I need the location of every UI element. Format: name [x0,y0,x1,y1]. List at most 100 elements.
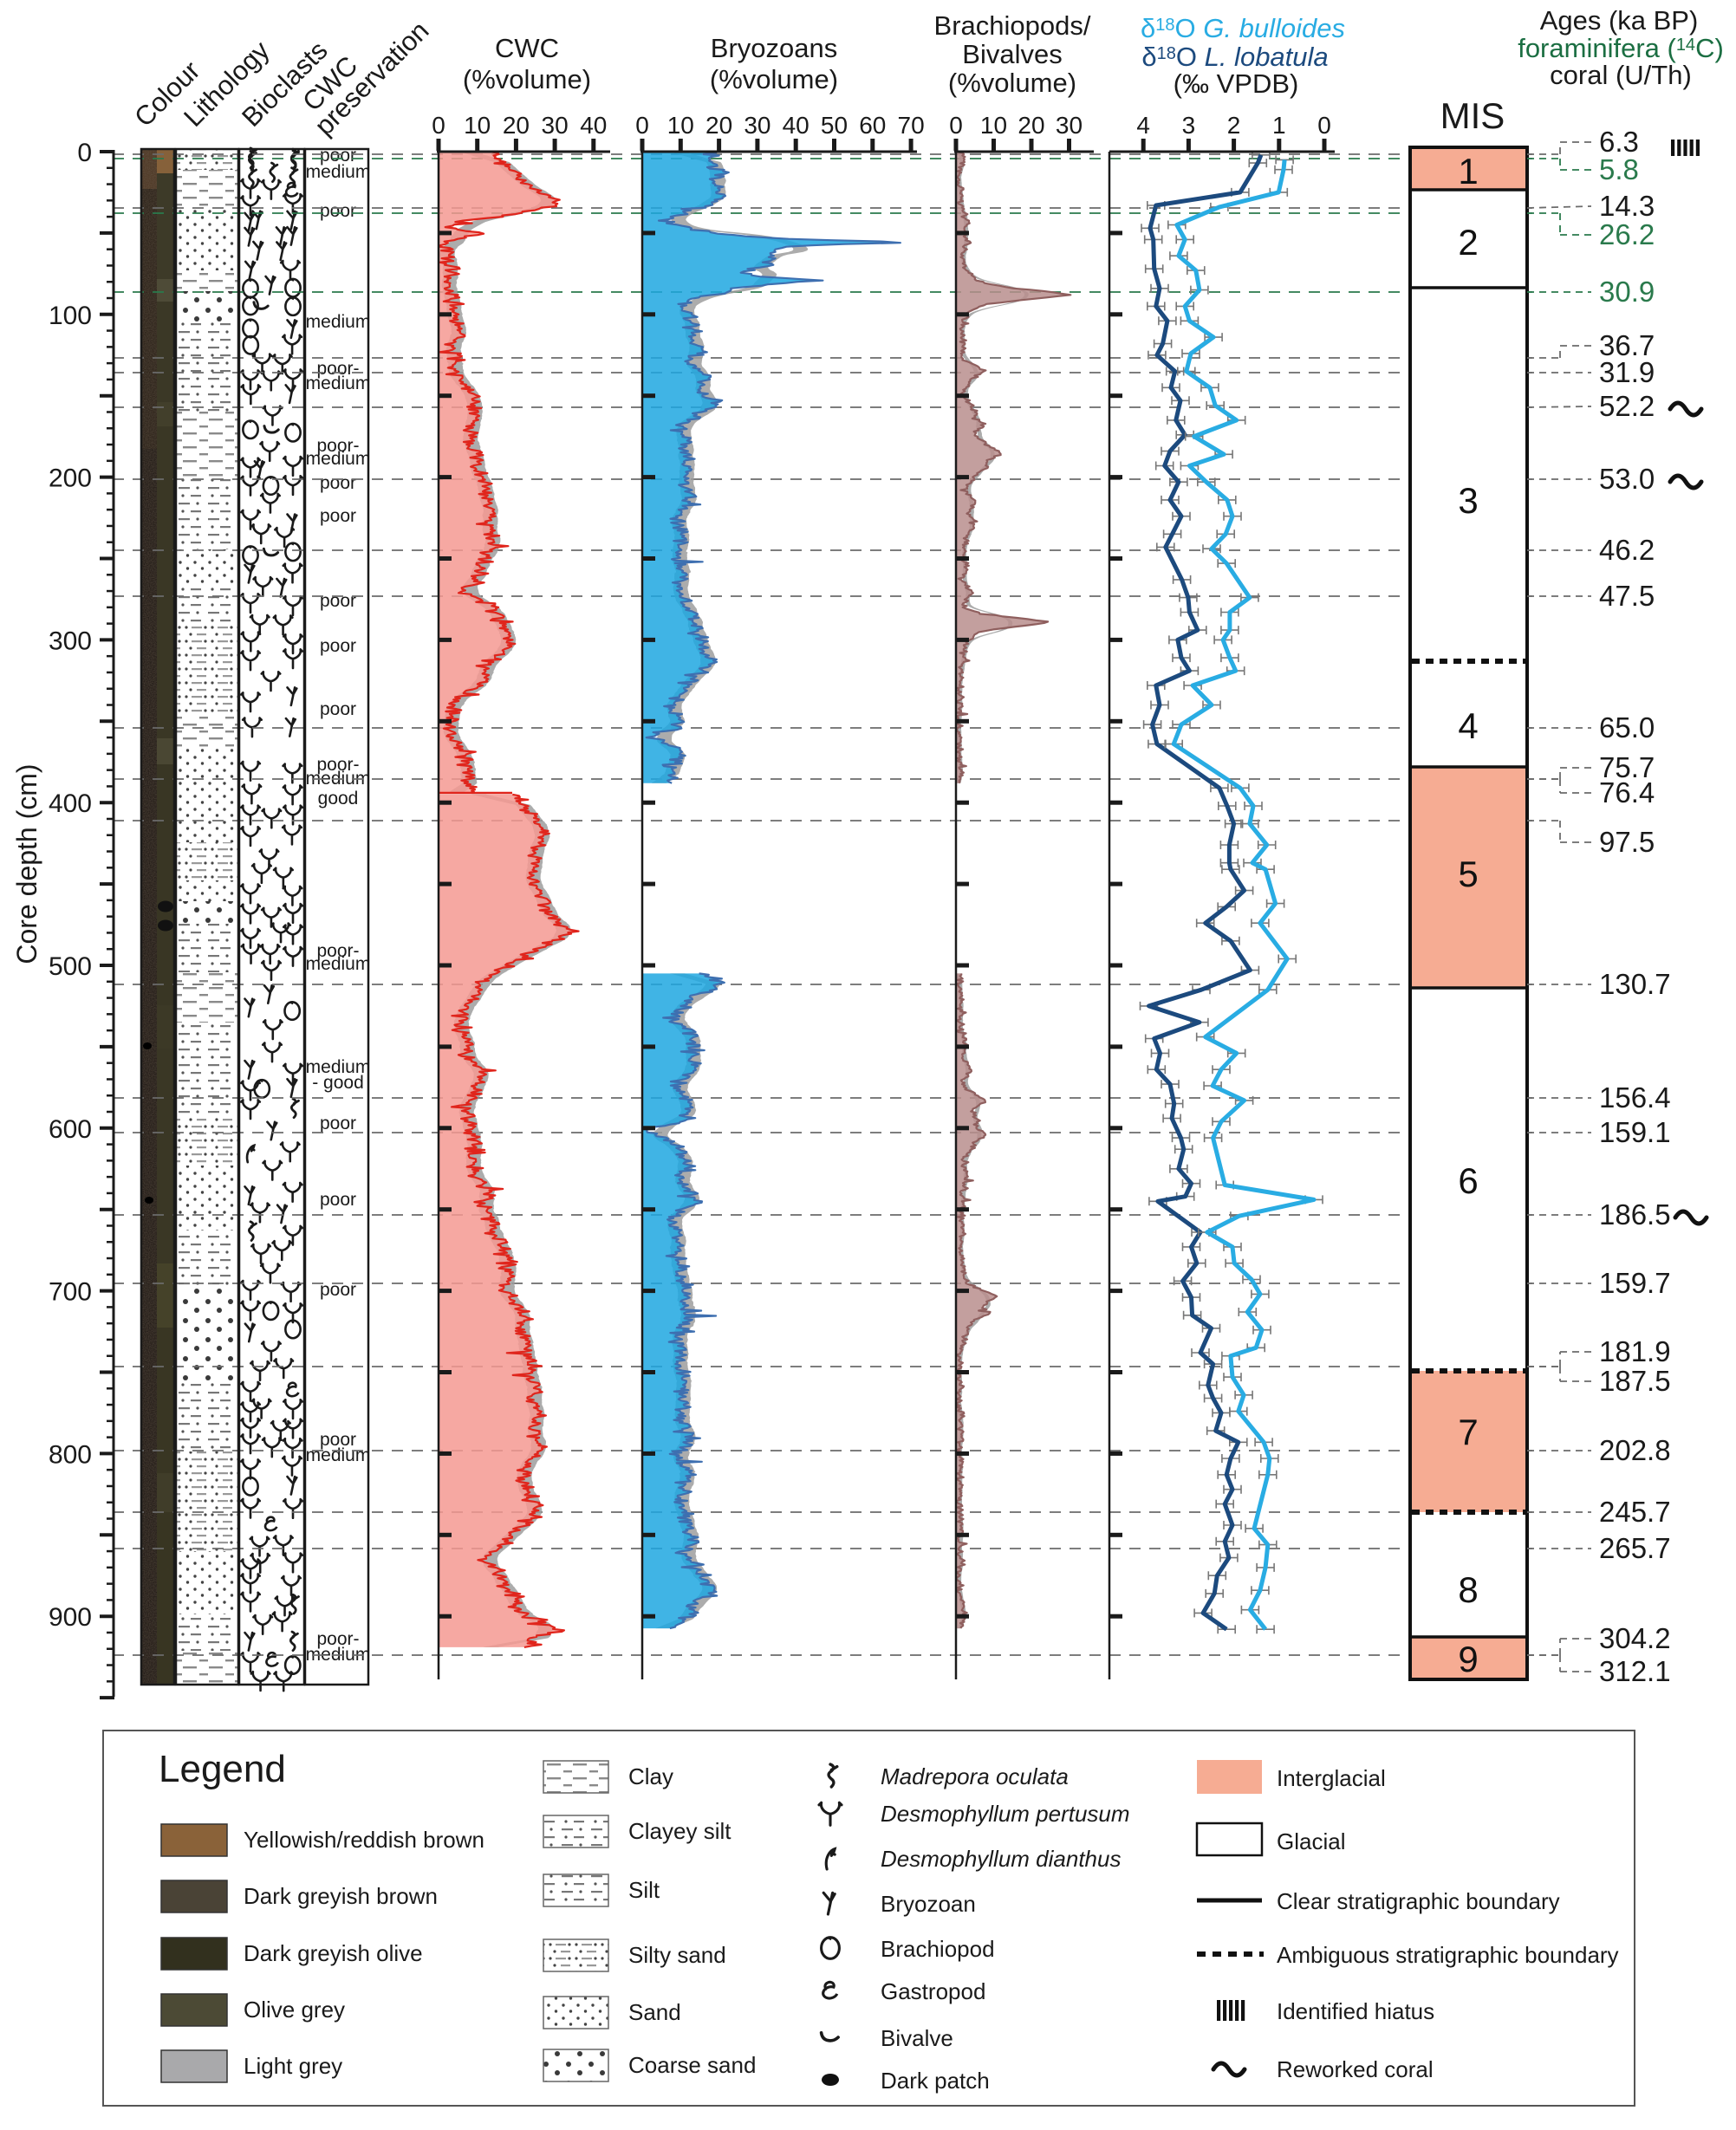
svg-text:medium: medium [306,954,371,974]
svg-text:30.9: 30.9 [1599,276,1655,308]
svg-text:6.3: 6.3 [1599,126,1639,158]
svg-text:14.3: 14.3 [1599,190,1655,222]
svg-text:1: 1 [1272,112,1286,139]
svg-text:Interglacial: Interglacial [1277,1765,1386,1791]
svg-text:156.4: 156.4 [1599,1081,1671,1114]
svg-text:10: 10 [464,112,491,139]
svg-text:53.0: 53.0 [1599,463,1655,495]
svg-text:Desmophyllum dianthus: Desmophyllum dianthus [881,1846,1121,1872]
svg-text:304.2: 304.2 [1599,1622,1671,1654]
svg-text:20: 20 [705,112,732,139]
svg-text:186.5: 186.5 [1599,1198,1671,1231]
svg-text:Clay: Clay [628,1763,673,1789]
svg-text:800: 800 [49,1440,92,1469]
svg-text:poor-: poor- [316,436,359,456]
svg-text:Olive grey: Olive grey [244,1997,345,2023]
svg-text:3: 3 [1458,480,1478,521]
svg-text:0: 0 [77,139,92,167]
svg-text:202.8: 202.8 [1599,1434,1671,1466]
svg-text:medium: medium [306,1445,371,1465]
svg-text:poor: poor [320,1280,356,1300]
svg-text:medium: medium [306,162,371,182]
svg-text:Gastropod: Gastropod [881,1978,985,2004]
svg-text:36.7: 36.7 [1599,329,1655,361]
svg-text:900: 900 [49,1603,92,1632]
svg-text:47.5: 47.5 [1599,580,1655,612]
svg-text:Desmophyllum pertusum: Desmophyllum pertusum [881,1801,1130,1827]
svg-text:20: 20 [503,112,530,139]
svg-text:200: 200 [49,464,92,493]
svg-text:50: 50 [821,112,848,139]
svg-text:159.7: 159.7 [1599,1267,1671,1299]
svg-text:187.5: 187.5 [1599,1365,1671,1397]
svg-text:20: 20 [1018,112,1044,139]
svg-text:6: 6 [1458,1160,1478,1201]
svg-text:Ambiguous stratigraphic bounda: Ambiguous stratigraphic boundary [1277,1942,1619,1968]
svg-text:8: 8 [1458,1569,1478,1610]
svg-text:76.4: 76.4 [1599,776,1655,808]
svg-text:poor: poor [320,636,356,656]
svg-text:Identified hiatus: Identified hiatus [1277,1998,1434,2024]
svg-text:Silty sand: Silty sand [628,1942,726,1968]
svg-text:4: 4 [1458,705,1478,746]
svg-text:1: 1 [1458,151,1478,192]
svg-text:good: good [318,789,359,808]
svg-text:10: 10 [980,112,1007,139]
svg-text:26.2: 26.2 [1599,218,1655,250]
svg-text:Dark greyish olive: Dark greyish olive [244,1940,423,1966]
svg-text:7: 7 [1458,1412,1478,1452]
svg-text:poor: poor [320,201,356,221]
svg-text:30: 30 [1056,112,1083,139]
svg-text:3: 3 [1182,112,1196,139]
svg-text:Core depth (cm): Core depth (cm) [11,763,42,964]
svg-text:245.7: 245.7 [1599,1496,1671,1528]
svg-text:Clayey silt: Clayey silt [628,1818,731,1844]
svg-text:- good: - good [312,1073,364,1093]
svg-text:9: 9 [1458,1639,1478,1679]
svg-text:Dark patch: Dark patch [881,2068,990,2094]
svg-text:poor: poor [320,1430,356,1450]
svg-text:60: 60 [859,112,886,139]
svg-text:500: 500 [49,952,92,981]
svg-text:CWC: CWC [495,33,559,63]
svg-text:5: 5 [1458,854,1478,894]
svg-text:Bryozoans: Bryozoans [711,33,837,63]
svg-text:poor-: poor- [316,941,359,961]
svg-text:52.2: 52.2 [1599,390,1655,422]
svg-text:Ages (ka BP): Ages (ka BP) [1540,5,1699,36]
svg-text:Coarse sand: Coarse sand [628,2052,756,2078]
svg-text:10: 10 [667,112,694,139]
svg-text:159.1: 159.1 [1599,1116,1671,1148]
svg-text:31.9: 31.9 [1599,356,1655,388]
svg-text:Bivalves: Bivalves [962,39,1062,69]
svg-text:Sand: Sand [628,1999,681,2025]
svg-text:Clear stratigraphic boundary: Clear stratigraphic boundary [1277,1888,1560,1914]
svg-text:Reworked coral: Reworked coral [1277,2056,1434,2082]
svg-text:poor: poor [320,473,356,493]
svg-text:(‰ VPDB): (‰ VPDB) [1174,68,1299,99]
svg-text:75.7: 75.7 [1599,751,1655,783]
svg-text:0: 0 [949,112,963,139]
svg-text:40: 40 [783,112,809,139]
svg-text:medium: medium [306,312,371,332]
svg-text:poor-: poor- [316,359,359,379]
svg-text:δ18O G. bulloides: δ18O G. bulloides [1141,13,1345,43]
svg-text:65.0: 65.0 [1599,711,1655,744]
svg-text:poor: poor [320,591,356,611]
svg-text:30: 30 [744,112,770,139]
svg-text:400: 400 [49,789,92,818]
svg-text:46.2: 46.2 [1599,534,1655,566]
svg-text:Light grey: Light grey [244,2053,342,2079]
svg-text:Legend: Legend [159,1748,286,1790]
svg-text:Bivalve: Bivalve [881,2025,953,2051]
svg-text:2: 2 [1458,222,1478,263]
svg-text:70: 70 [898,112,925,139]
svg-text:Madrepora oculata: Madrepora oculata [881,1763,1069,1789]
svg-text:4: 4 [1136,112,1150,139]
svg-text:30: 30 [542,112,569,139]
svg-text:5.8: 5.8 [1599,153,1639,185]
svg-text:40: 40 [580,112,607,139]
svg-text:600: 600 [49,1115,92,1144]
svg-text:poor: poor [320,699,356,719]
svg-text:Brachiopods/: Brachiopods/ [934,10,1091,41]
